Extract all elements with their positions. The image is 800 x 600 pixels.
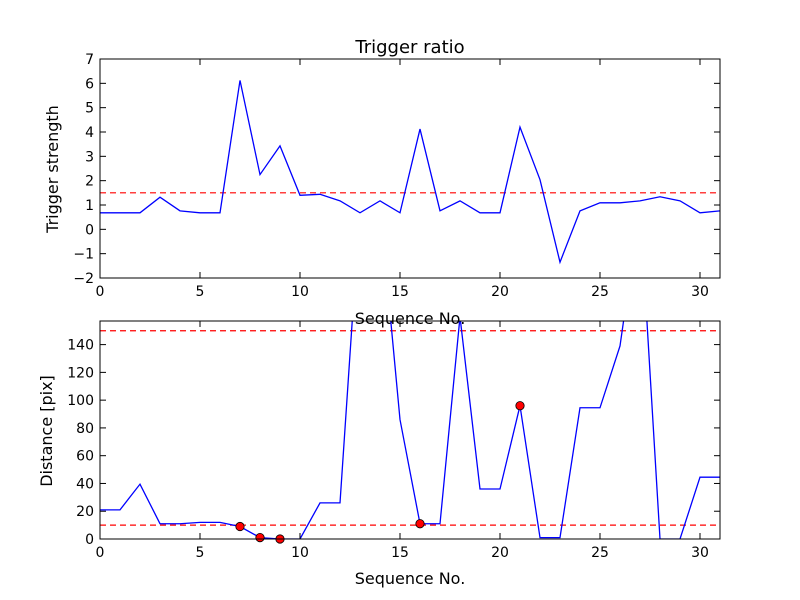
bottom-y-tick-label-3: 60 (76, 449, 94, 465)
bottom-y-tick-label-4: 80 (76, 421, 94, 437)
top-ticks: 0 5 10 15 20 25 30 −2 −1 0 1 2 3 4 5 6 7 (73, 52, 720, 300)
bottom-y-axis-label: Distance [pix] (37, 375, 56, 487)
top-y-tick-label-9: 7 (85, 52, 94, 68)
bottom-x-tick-label-2: 10 (291, 545, 309, 561)
bottom-data-point-4 (515, 401, 525, 411)
bottom-chart: 0 5 10 15 20 25 30 0 20 40 60 80 100 120 140 Sequence … (37, 320, 721, 588)
top-y-axis-label: Trigger strength (43, 105, 62, 234)
top-axes-frame (99, 58, 721, 279)
top-x-tick-label-3: 15 (391, 284, 409, 300)
bottom-y-tick-label-0: 0 (85, 532, 94, 548)
top-y-tick-label-1: −1 (73, 247, 94, 263)
bottom-x-tick-label-6: 30 (691, 545, 709, 561)
bottom-x-tick-label-0: 0 (96, 545, 105, 561)
bottom-y-tick-label-2: 40 (76, 476, 94, 492)
top-y-tick-label-0: −2 (73, 271, 94, 287)
bottom-plot-area (99, 320, 721, 544)
top-x-tick-label-2: 10 (291, 284, 309, 300)
bottom-y-tick-label-6: 120 (67, 365, 94, 381)
top-y-tick-label-2: 0 (85, 222, 94, 238)
top-series-line-0 (100, 80, 720, 265)
top-x-tick-label-5: 25 (591, 284, 609, 300)
top-x-tick-label-6: 30 (691, 284, 709, 300)
bottom-data-point-3 (415, 519, 425, 529)
bottom-x-axis-label: Sequence No. (355, 569, 466, 588)
top-chart: Trigger ratio 0 5 10 15 20 25 30 −2 −1 0 1 2 3 4 5 6 7 S… (43, 37, 721, 328)
top-y-tick-label-8: 6 (85, 76, 94, 92)
top-x-tick-label-0: 0 (96, 284, 105, 300)
bottom-y-tick-label-1: 20 (76, 504, 94, 520)
bottom-ticks: 0 5 10 15 20 25 30 0 20 40 60 80 100 120 140 (67, 321, 720, 561)
top-chart-title: Trigger ratio (354, 37, 464, 58)
bottom-data-point-0 (235, 521, 245, 532)
bottom-y-tick-label-5: 100 (67, 393, 94, 409)
top-x-tick-label-4: 20 (491, 284, 509, 300)
top-plot-content (100, 80, 720, 265)
top-x-tick-label-1: 5 (196, 284, 205, 300)
bottom-x-tick-label-5: 25 (591, 545, 609, 561)
bottom-x-tick-label-1: 5 (196, 545, 205, 561)
top-y-tick-label-6: 4 (85, 125, 94, 141)
bottom-x-tick-label-3: 15 (391, 545, 409, 561)
top-y-tick-label-5: 3 (85, 149, 94, 165)
top-y-tick-label-3: 1 (85, 198, 94, 214)
bottom-x-tick-label-4: 20 (491, 545, 509, 561)
bottom-y-tick-label-7: 140 (67, 338, 94, 354)
top-x-axis-label: Sequence No. (355, 309, 466, 328)
bottom-series-line-0 (100, 321, 720, 539)
top-y-tick-label-7: 5 (85, 101, 94, 117)
bottom-plot-content (100, 321, 720, 539)
bottom-data-point-1 (255, 533, 265, 543)
top-plot-area (99, 58, 721, 279)
bottom-axes-frame (99, 320, 721, 540)
top-y-tick-label-4: 2 (85, 174, 94, 190)
